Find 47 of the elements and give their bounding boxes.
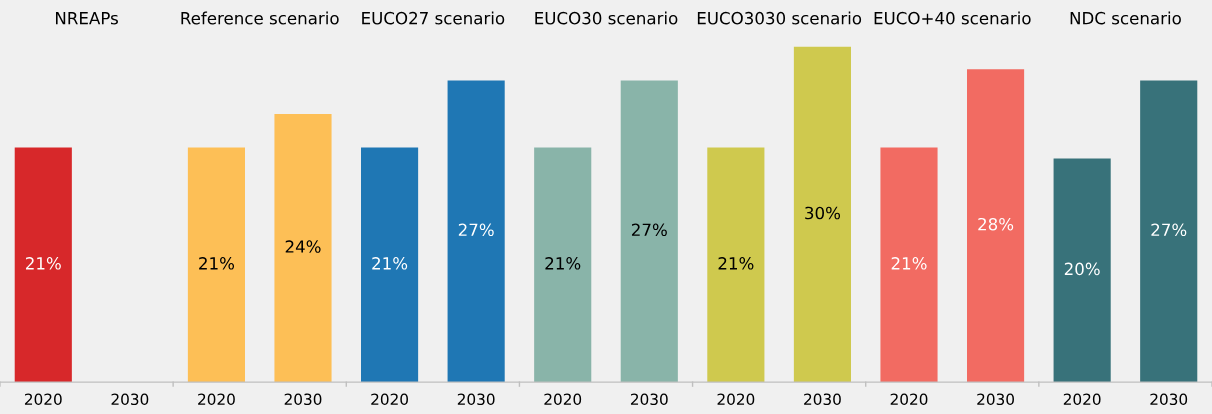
data-label: 24% bbox=[285, 240, 321, 253]
data-label: 28% bbox=[978, 217, 1014, 231]
x-tick-label: 2020 bbox=[717, 393, 755, 406]
data-label: 21% bbox=[199, 257, 235, 270]
text: EUCO3030 scenario bbox=[697, 11, 862, 25]
data-label: 21% bbox=[545, 257, 581, 270]
data-label: 27% bbox=[1151, 223, 1187, 237]
bar bbox=[967, 69, 1025, 383]
data-label: 21% bbox=[891, 257, 927, 270]
data-label: 30% bbox=[805, 206, 841, 220]
bar bbox=[361, 147, 419, 383]
x-tick-label: 2020 bbox=[198, 393, 235, 406]
bar bbox=[880, 147, 938, 383]
text: NREAPs bbox=[56, 12, 118, 25]
bar bbox=[707, 147, 765, 383]
x-tick-label: 2030 bbox=[804, 393, 841, 406]
x-tick-label: 2020 bbox=[544, 393, 582, 406]
x-tick-label: 2020 bbox=[371, 393, 408, 406]
text: EUCO27 scenario bbox=[362, 11, 505, 25]
data-label: 27% bbox=[631, 223, 667, 237]
x-tick-label: 2030 bbox=[1150, 393, 1188, 406]
bar bbox=[793, 46, 851, 383]
data-label: 21% bbox=[25, 257, 61, 270]
x-tick-label: 2030 bbox=[457, 393, 495, 406]
bar bbox=[534, 147, 592, 383]
x-tick-label: 2030 bbox=[111, 393, 149, 406]
x-tick-label: 2020 bbox=[24, 393, 62, 406]
x-tick-label: 2030 bbox=[630, 393, 668, 406]
text: EUCO30 scenario bbox=[535, 11, 678, 25]
text: NDC scenario bbox=[1070, 11, 1181, 25]
x-tick-label: 2030 bbox=[284, 393, 322, 406]
data-label: 20% bbox=[1064, 262, 1100, 276]
data-label: 21% bbox=[372, 257, 408, 270]
bar bbox=[447, 80, 505, 383]
text: EUCO+40 scenario bbox=[874, 11, 1031, 25]
bar bbox=[1053, 158, 1111, 383]
x-tick-label: 2020 bbox=[890, 393, 928, 406]
x-tick-label: 2020 bbox=[1063, 393, 1101, 406]
bar bbox=[14, 147, 72, 383]
data-label: 21% bbox=[718, 257, 754, 270]
data-label: 27% bbox=[458, 223, 494, 237]
bar bbox=[620, 80, 678, 383]
bar bbox=[1140, 80, 1198, 383]
x-tick-label: 2030 bbox=[977, 393, 1014, 406]
text: Reference scenario bbox=[181, 11, 339, 25]
bar bbox=[187, 147, 245, 383]
bar bbox=[274, 113, 332, 383]
